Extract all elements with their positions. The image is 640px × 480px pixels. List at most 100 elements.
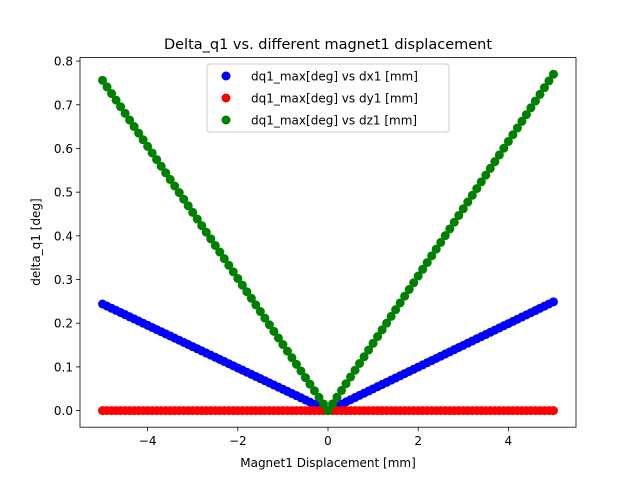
data-point-series-2 bbox=[129, 122, 139, 132]
data-point-series-2 bbox=[377, 325, 387, 335]
x-tick-label: −2 bbox=[229, 434, 247, 448]
data-point-series-2 bbox=[134, 128, 144, 138]
y-axis-label: delta_q1 [deg] bbox=[29, 198, 43, 285]
data-point-series-2 bbox=[521, 110, 531, 120]
data-point-series-2 bbox=[346, 372, 356, 382]
data-point-series-2 bbox=[116, 102, 126, 112]
data-point-series-2 bbox=[476, 177, 486, 187]
data-point-series-1 bbox=[548, 406, 558, 416]
data-point-series-2 bbox=[305, 379, 315, 389]
data-point-series-2 bbox=[418, 264, 428, 274]
legend-marker-dz1 bbox=[221, 115, 231, 125]
data-point-series-2 bbox=[454, 210, 464, 220]
data-point-series-2 bbox=[458, 204, 468, 214]
data-point-series-2 bbox=[350, 365, 360, 375]
legend: dq1_max[deg] vs dx1 [mm] dq1_max[deg] vs… bbox=[206, 63, 450, 133]
data-point-series-2 bbox=[174, 188, 184, 198]
data-point-series-2 bbox=[440, 231, 450, 241]
data-point-series-2 bbox=[287, 353, 297, 363]
data-point-series-2 bbox=[526, 103, 536, 113]
legend-label-dy1: dq1_max[deg] vs dy1 [mm] bbox=[251, 92, 418, 106]
y-tick-label: 0.3 bbox=[54, 273, 73, 287]
legend-label-dz1: dq1_max[deg] vs dz1 [mm] bbox=[251, 114, 417, 128]
data-point-series-2 bbox=[368, 338, 378, 348]
y-tick-label: 0.4 bbox=[54, 229, 73, 243]
data-point-series-2 bbox=[255, 307, 265, 317]
data-point-series-2 bbox=[328, 399, 338, 409]
data-point-series-2 bbox=[309, 386, 319, 396]
y-tick-label: 0.5 bbox=[54, 186, 73, 200]
data-point-series-2 bbox=[314, 392, 324, 402]
data-point-series-2 bbox=[535, 89, 545, 99]
data-point-series-2 bbox=[237, 280, 247, 290]
data-point-series-2 bbox=[494, 150, 504, 160]
data-point-series-2 bbox=[183, 201, 193, 211]
data-point-series-2 bbox=[143, 141, 153, 151]
data-point-series-2 bbox=[323, 406, 333, 416]
y-tick-label: 0.6 bbox=[54, 142, 73, 156]
data-point-series-2 bbox=[431, 244, 441, 254]
data-point-series-2 bbox=[197, 221, 207, 231]
data-point-series-2 bbox=[341, 379, 351, 389]
y-tick-label: 0.1 bbox=[54, 360, 73, 374]
x-tick-label: 4 bbox=[505, 434, 513, 448]
x-axis-label: Magnet1 Displacement [mm] bbox=[240, 456, 416, 470]
data-point-series-2 bbox=[210, 240, 220, 250]
data-point-series-2 bbox=[436, 237, 446, 247]
data-point-series-2 bbox=[449, 217, 459, 227]
data-point-series-2 bbox=[278, 340, 288, 350]
data-point-series-2 bbox=[373, 332, 383, 342]
data-point-series-2 bbox=[120, 108, 130, 118]
y-axis-ticks: 0.0 0.1 0.2 0.3 0.4 0.5 0.6 0.7 0.8 bbox=[54, 55, 80, 418]
data-point-series-2 bbox=[332, 392, 342, 402]
data-point-series-2 bbox=[499, 143, 509, 153]
data-point-series-2 bbox=[273, 333, 283, 343]
data-point-series-2 bbox=[206, 234, 216, 244]
data-point-series-2 bbox=[125, 115, 135, 125]
data-point-series-2 bbox=[242, 287, 252, 297]
data-point-series-2 bbox=[463, 197, 473, 207]
data-point-series-2 bbox=[170, 181, 180, 191]
data-point-series-0 bbox=[548, 297, 558, 307]
data-point-series-2 bbox=[530, 96, 540, 106]
data-point-series-2 bbox=[548, 69, 558, 79]
data-point-series-2 bbox=[386, 311, 396, 321]
data-point-series-2 bbox=[111, 95, 121, 105]
data-point-series-2 bbox=[539, 83, 549, 93]
y-tick-label: 0.0 bbox=[54, 404, 73, 418]
data-point-series-2 bbox=[364, 345, 374, 355]
data-point-series-2 bbox=[445, 224, 455, 234]
data-point-series-2 bbox=[161, 168, 171, 178]
x-tick-label: 0 bbox=[324, 434, 332, 448]
data-point-series-2 bbox=[246, 293, 256, 303]
data-point-series-2 bbox=[156, 161, 166, 171]
data-point-series-2 bbox=[472, 184, 482, 194]
data-point-series-2 bbox=[413, 271, 423, 281]
data-point-series-2 bbox=[517, 116, 527, 126]
legend-label-dx1: dq1_max[deg] vs dx1 [mm] bbox=[251, 70, 418, 84]
data-point-series-2 bbox=[98, 75, 108, 85]
data-point-series-2 bbox=[404, 285, 414, 294]
data-point-series-2 bbox=[318, 399, 328, 409]
legend-marker-dy1 bbox=[221, 93, 231, 103]
data-point-series-2 bbox=[296, 366, 306, 376]
data-point-series-2 bbox=[102, 82, 112, 92]
y-tick-label: 0.7 bbox=[54, 98, 73, 112]
legend-marker-dx1 bbox=[221, 71, 231, 81]
points-layer bbox=[98, 69, 558, 416]
y-tick-label: 0.8 bbox=[54, 55, 73, 69]
data-point-series-2 bbox=[400, 291, 410, 301]
chart-title: Delta_q1 vs. different magnet1 displacem… bbox=[164, 37, 492, 53]
data-point-series-2 bbox=[282, 346, 292, 356]
data-point-series-2 bbox=[481, 170, 491, 180]
data-point-series-2 bbox=[192, 214, 202, 224]
data-point-series-2 bbox=[260, 313, 270, 323]
data-point-series-2 bbox=[508, 130, 518, 140]
data-point-series-2 bbox=[224, 260, 234, 270]
x-tick-label: −4 bbox=[139, 434, 157, 448]
data-point-series-2 bbox=[355, 359, 365, 368]
data-point-series-2 bbox=[179, 194, 189, 204]
data-point-series-2 bbox=[215, 247, 225, 257]
data-point-series-2 bbox=[291, 359, 301, 369]
